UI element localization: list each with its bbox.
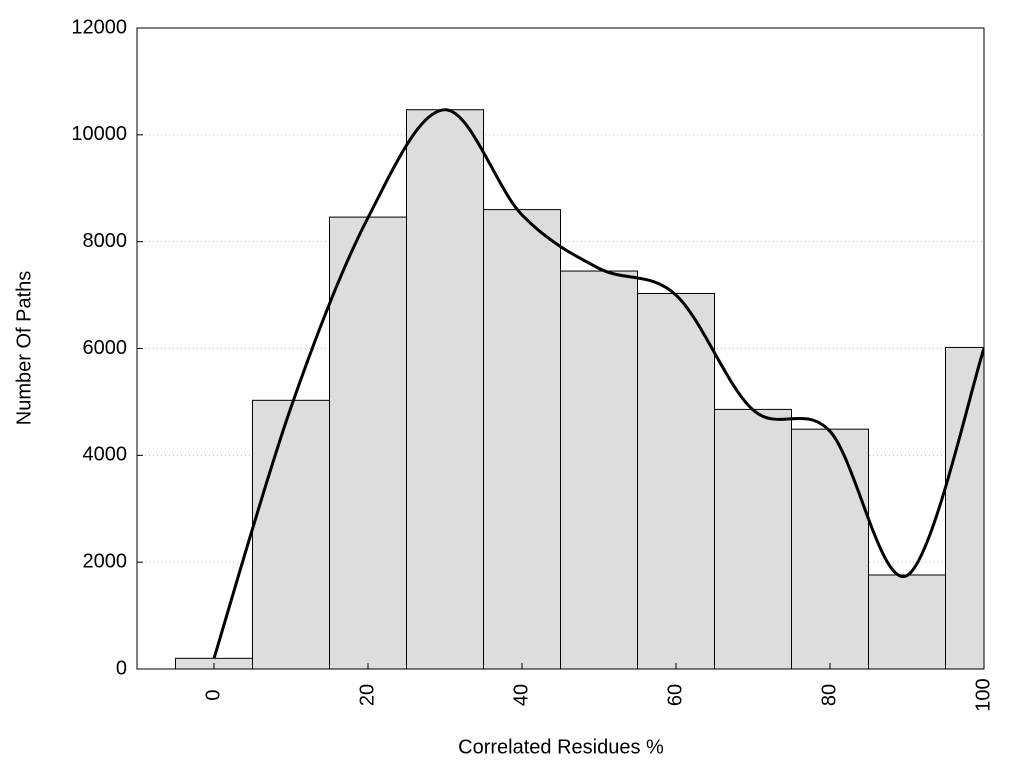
bar [714, 408, 792, 669]
bar [252, 399, 330, 669]
bar [483, 209, 561, 669]
bar [329, 216, 407, 669]
bar [406, 109, 484, 669]
x-tick-label: 60 [664, 684, 686, 706]
x-tick-label: 80 [818, 684, 840, 706]
y-tick-label: 12000 [71, 16, 127, 38]
bar [945, 346, 984, 669]
x-tick-label: 0 [202, 689, 224, 700]
density-curve [212, 108, 984, 659]
bar [560, 270, 638, 669]
x-axis-title: Correlated Residues % [458, 736, 664, 758]
curve-layer [212, 108, 984, 659]
bar [791, 428, 869, 669]
y-tick-label: 6000 [83, 337, 128, 359]
y-tick-label: 2000 [83, 550, 128, 572]
bar [868, 574, 946, 669]
x-tick-label: 100 [972, 678, 994, 711]
bar [637, 292, 715, 669]
y-tick-label: 4000 [83, 444, 128, 466]
y-axis-title: Number Of Paths [13, 271, 35, 426]
y-tick-label: 0 [116, 657, 127, 679]
y-tick-label: 10000 [71, 123, 127, 145]
y-tick-label: 8000 [83, 230, 128, 252]
x-tick-label: 40 [510, 684, 532, 706]
x-tick-label: 20 [356, 684, 378, 706]
bars [175, 109, 984, 669]
labels: 0 2000 4000 6000 8000 10000 12000 0 20 40 60 80 100 [71, 16, 994, 711]
